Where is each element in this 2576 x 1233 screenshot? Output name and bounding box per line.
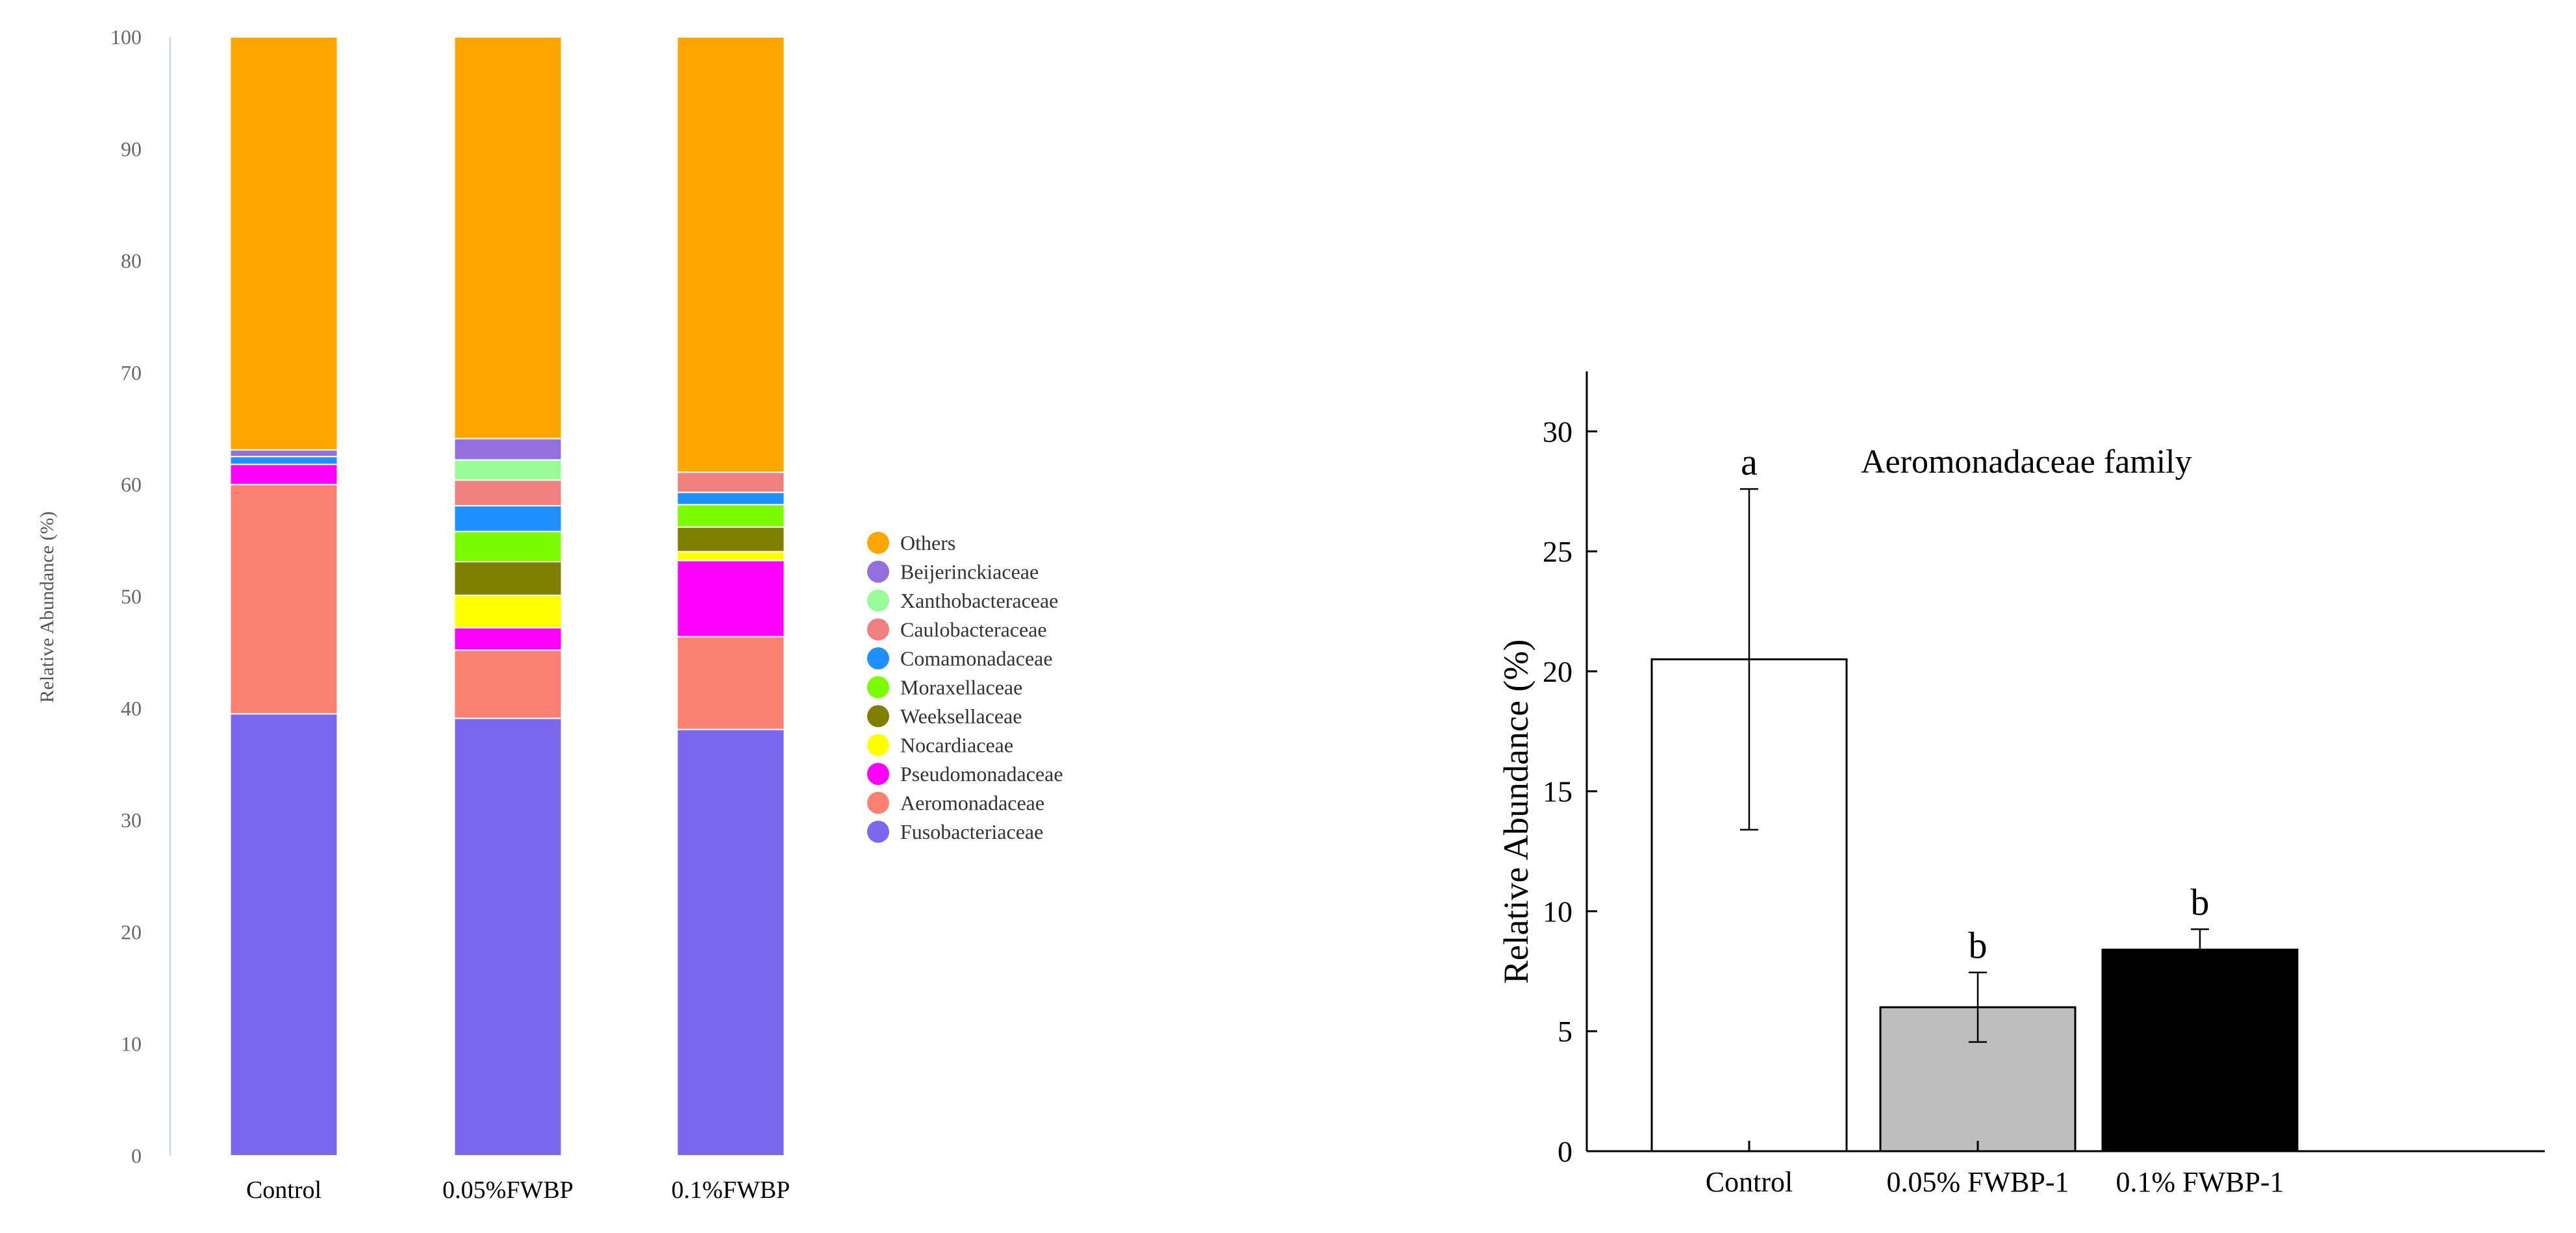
- stacked-y-tick-label: 10: [121, 1032, 142, 1056]
- stacked-y-tick-label: 0: [131, 1144, 142, 1167]
- bar-segment-pseudomonadaceae: [676, 560, 785, 638]
- legend-item-xanthobacteraceae: Xanthobacteraceae: [867, 589, 1058, 612]
- stacked-bars: [229, 36, 785, 1157]
- bar-segment-aeromonadaceae: [229, 484, 338, 715]
- family-y-tick-label: 5: [1558, 1015, 1572, 1048]
- stacked-y-tick-label: 30: [121, 808, 142, 832]
- family-y-tick-label: 0: [1558, 1135, 1572, 1168]
- legend-item-weeksellaceae: Weeksellaceae: [867, 704, 1022, 728]
- legend-swatch: [867, 791, 889, 814]
- legend-label: Weeksellaceae: [900, 704, 1022, 728]
- legend-item-beijerinckiaceae: Beijerinckiaceae: [867, 560, 1039, 584]
- bar-segment-fusobacteriaceae: [229, 713, 338, 1157]
- bar-segment-others: [453, 36, 562, 440]
- family-y-axis-label: Relative Abundance (%): [1496, 640, 1535, 984]
- legend-swatch: [867, 734, 889, 756]
- legend-label: Beijerinckiaceae: [900, 560, 1039, 584]
- stacked-y-tick-label: 50: [121, 585, 142, 608]
- bar-segment-aeromonadaceae: [453, 649, 562, 719]
- legend-swatch: [867, 763, 889, 785]
- bar-segment-others: [229, 36, 338, 451]
- legend-swatch: [867, 590, 889, 612]
- family-x-label-0-05-fwbp-1: 0.05% FWBP-1: [1886, 1166, 2069, 1198]
- stacked-y-tick-label: 40: [121, 697, 142, 720]
- legend-item-pseudomonadaceae: Pseudomonadaceae: [867, 762, 1063, 786]
- legend-swatch: [867, 647, 889, 669]
- legend-label: Moraxellaceae: [900, 676, 1022, 699]
- legend-item-moraxellaceae: Moraxellaceae: [867, 676, 1022, 699]
- bar-segment-beijerinckiaceae: [453, 438, 562, 461]
- family-y-tick-label: 25: [1543, 535, 1572, 568]
- stacked-y-axis-label: Relative Abundance (%): [36, 512, 58, 703]
- legend-swatch: [867, 705, 889, 727]
- bar-segment-comamonadaceae: [453, 504, 562, 532]
- bar-segment-caulobacteraceae: [453, 479, 562, 506]
- bar-segment-weeksellaceae: [453, 561, 562, 596]
- stacked-legend: Others Beijerinckiaceae Xanthobacteraceae C…: [867, 531, 1063, 843]
- legend-label: Comamonadaceae: [900, 647, 1053, 670]
- family-y-tick-label: 15: [1543, 775, 1572, 808]
- error-bar-0-1-fwbp-1: [2191, 928, 2209, 971]
- family-x-label-0-1-fwbp-1: 0.1% FWBP-1: [2115, 1166, 2284, 1198]
- bar-0-1-fwbp-1: [2101, 949, 2299, 1152]
- legend-label: Aeromonadaceae: [900, 791, 1044, 815]
- legend-swatch: [867, 821, 889, 843]
- bar-segment-aeromonadaceae: [676, 636, 785, 730]
- bar-segment-fusobacteriaceae: [453, 717, 562, 1156]
- significance-letter: b: [1969, 925, 1988, 967]
- error-bar-0-05-fwbp-1: [1969, 971, 1987, 1043]
- significance-letter: a: [1741, 441, 1758, 483]
- stacked-x-label-control: Control: [246, 1177, 322, 1204]
- family-significance-letters: a b b: [1741, 441, 2209, 967]
- legend-item-comamonadaceae: Comamonadaceae: [867, 647, 1053, 670]
- bar-segment-pseudomonadaceae: [453, 627, 562, 651]
- stacked-x-labels: Control 0.05%FWBP 0.1%FWBP: [246, 1177, 790, 1204]
- family-chart-title: Aeromonadaceae family: [1861, 443, 2192, 480]
- legend-item-caulobacteraceae: Caulobacteraceae: [867, 618, 1047, 641]
- stacked-x-label-0-05-fwbp: 0.05%FWBP: [442, 1177, 574, 1204]
- legend-item-nocardiaceae: Nocardiaceae: [867, 734, 1013, 757]
- bar-segment-xanthobacteraceae: [453, 459, 562, 481]
- bar-segment-others: [676, 36, 785, 473]
- legend-label: Pseudomonadaceae: [900, 762, 1063, 786]
- family-error-bars: [1740, 488, 2209, 1043]
- legend-label: Nocardiaceae: [900, 734, 1013, 757]
- stacked-y-ticks: 0 10 20 30 40 50 60 70 80 90 100: [110, 25, 142, 1167]
- stacked-x-label-0-1-fwbp: 0.1%FWBP: [672, 1177, 790, 1204]
- family-y-tick-label: 20: [1543, 655, 1572, 688]
- stacked-y-tick-label: 100: [110, 25, 142, 49]
- family-axes: [1585, 371, 2545, 1152]
- legend-label: Fusobacteriaceae: [900, 820, 1043, 843]
- legend-swatch: [867, 532, 889, 554]
- legend-swatch: [867, 560, 889, 583]
- stacked-y-tick-label: 90: [121, 137, 142, 160]
- significance-letter: b: [2191, 881, 2210, 923]
- family-y-ticks: 0 5 10 15 20 25 30: [1543, 415, 2201, 1168]
- family-x-label-control: Control: [1706, 1166, 1793, 1198]
- error-bar-control: [1740, 488, 1758, 831]
- legend-label: Caulobacteraceae: [900, 618, 1047, 641]
- legend-label: Others: [900, 531, 955, 554]
- legend-item-others: Others: [867, 531, 955, 554]
- legend-swatch: [867, 676, 889, 699]
- bar-segment-moraxellaceae: [453, 530, 562, 563]
- family-x-labels: Control 0.05% FWBP-1 0.1% FWBP-1: [1706, 1166, 2284, 1198]
- legend-label: Xanthobacteraceae: [900, 589, 1058, 612]
- legend-item-fusobacteriaceae: Fusobacteriaceae: [867, 820, 1043, 843]
- stacked-y-tick-label: 60: [121, 473, 142, 496]
- legend-item-aeromonadaceae: Aeromonadaceae: [867, 791, 1044, 815]
- stacked-y-tick-label: 20: [121, 920, 142, 943]
- stacked-y-tick-label: 70: [121, 361, 142, 384]
- stacked-abundance-chart: 0 10 20 30 40 50 60 70 80 90 100 Control 0.05%FWBP 0…: [36, 25, 1063, 1204]
- family-y-tick-label: 30: [1543, 415, 1572, 448]
- stacked-y-tick-label: 80: [121, 249, 142, 273]
- legend-swatch: [867, 618, 889, 641]
- family-y-tick-label: 10: [1543, 895, 1572, 928]
- bar-segment-nocardiaceae: [453, 594, 562, 629]
